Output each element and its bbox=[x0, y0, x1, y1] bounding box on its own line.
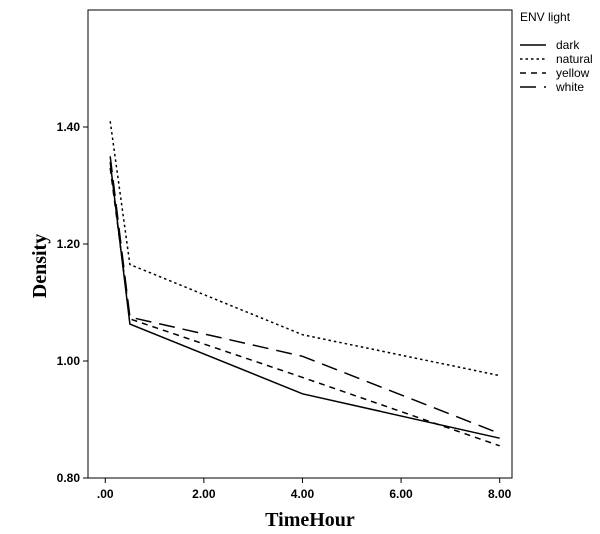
y-tick-label: 1.20 bbox=[57, 237, 81, 251]
x-axis-title: TimeHour bbox=[265, 509, 355, 531]
x-axis-ticks: .00 2.00 4.00 6.00 8.00 bbox=[97, 478, 512, 501]
y-axis-title: Density bbox=[29, 234, 51, 298]
x-tick-label: 8.00 bbox=[488, 487, 512, 501]
legend-label-yellow: yellow bbox=[556, 66, 590, 80]
series-line-white bbox=[109, 156, 500, 435]
y-axis-ticks: 0.80 1.00 1.20 1.40 bbox=[57, 120, 88, 485]
series-line-dark bbox=[109, 162, 500, 439]
legend-title: ENV light bbox=[520, 10, 571, 24]
x-tick-label: .00 bbox=[97, 487, 114, 501]
y-tick-label: 1.40 bbox=[57, 120, 81, 134]
plot-area-frame bbox=[87, 9, 513, 479]
series-lines bbox=[109, 121, 500, 447]
series-line-natural bbox=[109, 121, 500, 377]
x-tick-label: 4.00 bbox=[291, 487, 315, 501]
y-tick-label: 1.00 bbox=[57, 354, 81, 368]
legend-label-natural: natural bbox=[556, 52, 593, 66]
y-tick-label: 0.80 bbox=[57, 471, 81, 485]
legend-label-dark: dark bbox=[556, 38, 580, 52]
x-tick-label: 6.00 bbox=[389, 487, 413, 501]
legend-label-white: white bbox=[555, 80, 584, 94]
series-line-yellow bbox=[109, 167, 500, 447]
x-tick-label: 2.00 bbox=[192, 487, 216, 501]
